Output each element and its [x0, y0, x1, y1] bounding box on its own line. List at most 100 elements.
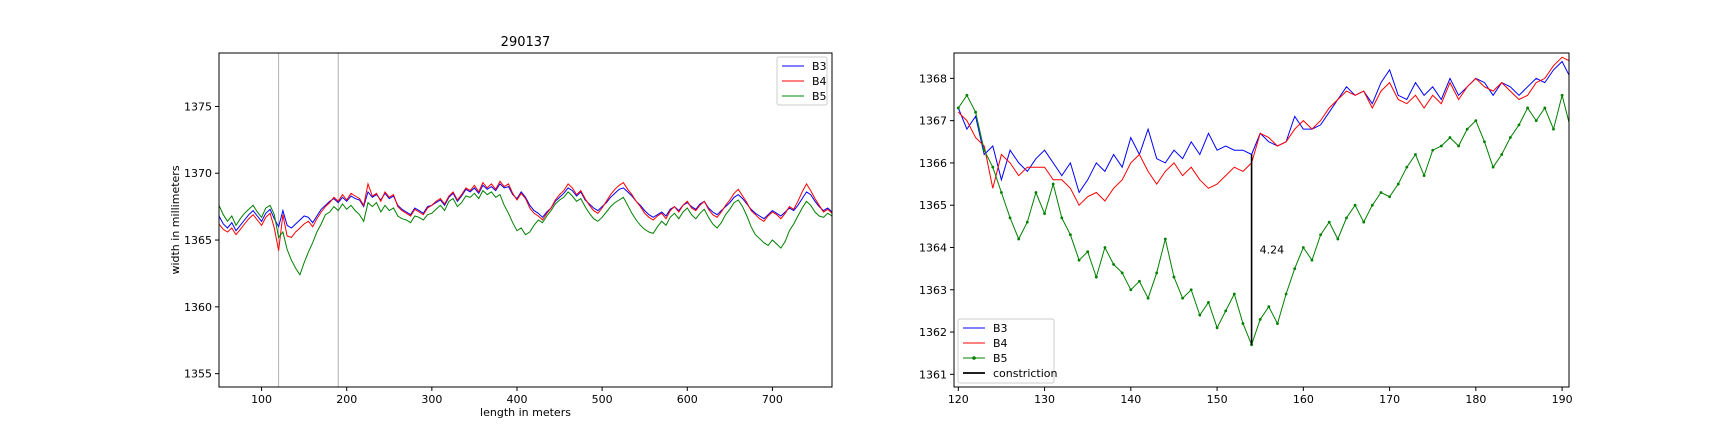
- series-point-B5: [1336, 237, 1340, 241]
- series-point-B5: [982, 148, 986, 152]
- series-point-B5: [1276, 322, 1279, 325]
- series-point-B5: [1138, 279, 1141, 283]
- series-point-B5: [1439, 144, 1443, 148]
- series-line-B5: [218, 189, 833, 276]
- x-tick-label: 130: [1034, 393, 1055, 406]
- series-point-B5: [1267, 305, 1271, 309]
- series-point-B5: [1112, 262, 1115, 266]
- left-chart-title: 290137: [501, 35, 551, 50]
- series-point-B5: [1301, 246, 1305, 249]
- series-point-B5: [1181, 296, 1184, 300]
- y-tick-label: 1362: [919, 326, 947, 339]
- series-point-B5: [1422, 174, 1426, 178]
- right-legend-box: [957, 318, 1055, 384]
- series-line-B4: [218, 180, 833, 251]
- left-legend: B3 B4 B5: [776, 56, 828, 106]
- series-point-B5: [1034, 191, 1038, 194]
- series-point-B5: [1008, 216, 1012, 220]
- y-tick-label: 1364: [919, 241, 947, 254]
- series-point-B5: [1293, 267, 1297, 271]
- x-tick-label: 100: [251, 393, 272, 406]
- series-point-B5: [1258, 317, 1262, 321]
- y-tick-label: 1360: [184, 301, 212, 314]
- series-point-B5: [1284, 292, 1288, 296]
- x-tick-label: 160: [1293, 393, 1314, 406]
- x-tick-label: 300: [421, 393, 442, 406]
- x-tick-label: 170: [1379, 393, 1400, 406]
- series-point-B5: [1232, 292, 1236, 296]
- series-point-B5: [1051, 182, 1055, 186]
- series-point-B5: [1189, 288, 1193, 292]
- right-plot-frame: [953, 52, 1570, 388]
- series-point-B5: [1086, 250, 1090, 254]
- series-point-B5: [1215, 326, 1219, 330]
- left-plot-frame: [218, 52, 833, 388]
- x-tick-label: 120: [948, 393, 969, 406]
- series-point-B5: [1345, 216, 1348, 220]
- series-point-B5: [1448, 136, 1452, 139]
- series-point-B5: [1224, 309, 1228, 313]
- series-point-B5: [1560, 93, 1564, 97]
- series-point-B5: [1207, 301, 1210, 304]
- legend-label-B5: B5: [993, 352, 1008, 365]
- x-tick-label: 190: [1552, 393, 1573, 406]
- series-point-B5: [1431, 148, 1435, 152]
- y-tick-label: 1368: [919, 72, 947, 85]
- series-point-B5: [1017, 237, 1021, 241]
- series-point-B5: [1077, 258, 1081, 262]
- series-line-B4: [957, 56, 1569, 207]
- series-point-B5: [1120, 271, 1124, 275]
- legend-label-constriction: constriction: [993, 367, 1058, 380]
- series-point-B5: [1414, 153, 1417, 156]
- series-point-B5: [1388, 195, 1391, 199]
- series-point-B5: [965, 93, 969, 97]
- legend-label-B3: B3: [993, 322, 1008, 335]
- series-point-B5: [1370, 203, 1374, 207]
- series-point-B5: [1172, 275, 1176, 279]
- series-line-B5: [957, 94, 1569, 347]
- x-tick-label: 200: [336, 393, 357, 406]
- legend-label-B4: B4: [812, 75, 827, 88]
- series-point-B5: [1474, 119, 1478, 123]
- series-point-B5: [974, 110, 977, 114]
- left-x-axis-label: length in meters: [480, 406, 571, 419]
- series-point-B5: [956, 106, 960, 110]
- series-point-B5: [1465, 127, 1469, 131]
- series-point-B5: [1491, 165, 1495, 169]
- x-tick-label: 700: [762, 393, 783, 406]
- y-tick-label: 1355: [184, 368, 212, 381]
- x-tick-label: 400: [506, 393, 527, 406]
- y-tick-label: 1363: [919, 284, 947, 297]
- series-point-B5: [1198, 313, 1202, 317]
- series-point-B5: [1025, 220, 1029, 224]
- series-point-B5: [1163, 237, 1167, 241]
- series-point-B5: [1353, 203, 1357, 207]
- series-point-B5: [1129, 288, 1133, 292]
- series-point-B5: [1517, 123, 1521, 127]
- series-point-B5: [1534, 119, 1538, 123]
- left-y-axis-label: width in millimeters: [169, 165, 182, 274]
- series-point-B5: [1069, 233, 1072, 237]
- constriction-value-label: 4.24: [1260, 244, 1285, 257]
- series-point-B5: [1405, 165, 1409, 169]
- series-point-B5: [1310, 258, 1314, 262]
- series-point-B5: [1094, 275, 1098, 279]
- y-tick-label: 1370: [184, 167, 212, 180]
- y-tick-label: 1365: [919, 199, 947, 212]
- series-point-B5: [1508, 136, 1512, 139]
- right-legend: B3 B4 B5 constriction: [957, 318, 1058, 384]
- series-point-B5: [1327, 220, 1331, 224]
- series-point-B5: [1526, 106, 1529, 110]
- series-point-B5: [1000, 191, 1003, 194]
- series-line-B3: [218, 183, 833, 232]
- right-chart: 4.24 120 130 140 150 160 170 180 190 1361136213…: [919, 52, 1573, 406]
- x-tick-label: 140: [1120, 393, 1141, 406]
- series-point-B5: [991, 165, 995, 169]
- x-tick-label: 500: [592, 393, 613, 406]
- y-tick-label: 1361: [919, 368, 947, 381]
- left-x-axis: 100 200 300 400 500 600 700: [251, 387, 783, 406]
- series-point-B5: [1457, 144, 1460, 148]
- series-point-B5: [1319, 233, 1322, 237]
